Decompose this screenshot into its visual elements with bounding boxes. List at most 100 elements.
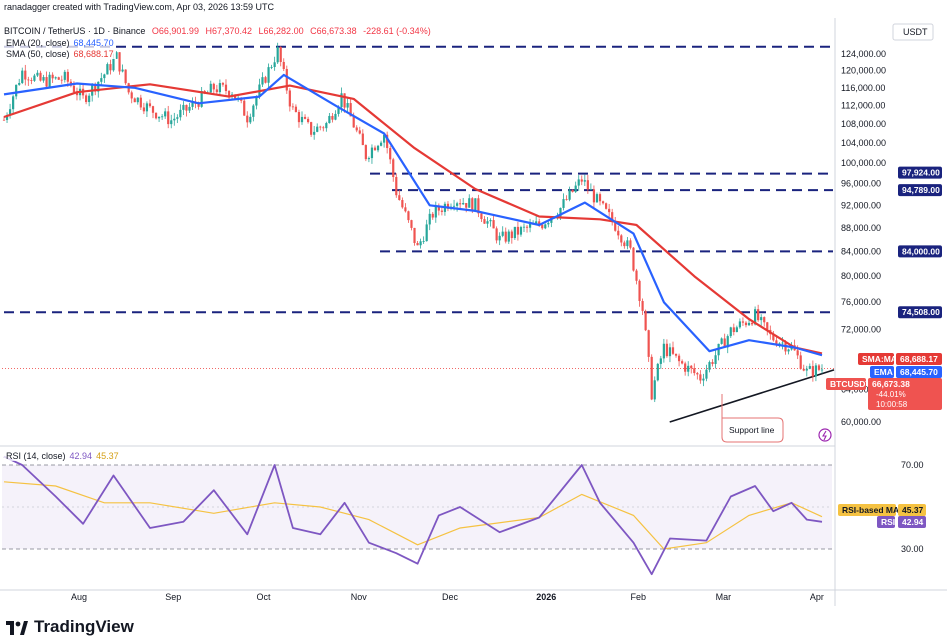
candle-body-2026-03-01	[720, 338, 723, 344]
ema-legend[interactable]: EMA (20, close) 68,445.70	[4, 38, 116, 48]
candle-body-2026-01-27	[620, 235, 623, 243]
symbol-label[interactable]: BITCOIN / TetherUS · 1D · Binance	[4, 26, 146, 36]
candle-body-2025-11-03	[361, 133, 364, 146]
badge-97924-bg	[898, 166, 942, 179]
candle-body-2025-12-05	[459, 203, 462, 205]
rsi-legend[interactable]: RSI (14, close) 42.94 45.37	[4, 451, 121, 461]
candle-body-2025-12-23	[513, 226, 516, 239]
rsi-tick-70: 70.00	[901, 460, 924, 470]
candle-body-2026-01-07	[559, 207, 562, 217]
badge-97924-text: 97,924.00	[902, 168, 940, 178]
tag-sma-text: SMA:MA	[862, 354, 897, 364]
time-tick-Mar: Mar	[716, 592, 732, 602]
candle-body-2026-03-03	[726, 336, 729, 348]
price-tick-124000: 124,000.00	[841, 49, 886, 59]
badge-sma-text: 68,688.17	[900, 354, 938, 364]
moving-averages-layer	[3, 73, 823, 357]
candle-body-2026-03-26	[796, 350, 799, 356]
candle-body-2026-03-05	[732, 327, 735, 333]
candle-body-2026-01-12	[574, 185, 577, 192]
candle-body-2026-01-29	[626, 240, 629, 247]
candle-body-2026-03-07	[738, 321, 741, 328]
time-tick-Aug: Aug	[71, 592, 87, 602]
candle-body-2025-09-10	[197, 103, 200, 107]
candle-body-2026-01-09	[565, 199, 568, 200]
close-value: C66,673.38	[310, 26, 357, 36]
candle-body-2025-07-28	[63, 71, 66, 80]
candle-body-2025-12-17	[495, 228, 498, 241]
candle-body-2025-09-15	[212, 83, 215, 90]
candle-body-2026-03-23	[787, 349, 790, 352]
candle-body-2026-03-16	[766, 322, 769, 330]
candle-body-2025-12-25	[519, 227, 523, 235]
currency-box	[892, 23, 934, 41]
candle-body-2025-11-08	[376, 145, 380, 151]
candle-body-2026-02-25	[708, 362, 711, 370]
candle-body-2025-08-07	[94, 84, 97, 92]
candle-body-2025-10-21	[322, 127, 325, 129]
candle-body-2025-11-21	[416, 243, 419, 246]
candle-body-2025-08-24	[145, 103, 149, 112]
candle-body-2026-03-15	[763, 317, 766, 323]
tag-price-text: BTCUSDT	[830, 379, 871, 389]
candle-body-2025-07-27	[60, 79, 63, 81]
candle-body-2026-02-26	[711, 362, 714, 364]
candle-body-2026-02-05	[647, 330, 650, 357]
candle-body-2025-10-27	[340, 93, 343, 108]
rsi-ma-line	[3, 481, 823, 550]
candle-body-2026-01-14	[580, 179, 583, 182]
candle-body-2025-10-28	[343, 93, 346, 108]
sma-legend[interactable]: SMA (50, close) 68,688.17	[4, 49, 116, 59]
candle-body-2026-03-12	[754, 309, 757, 325]
candle-body-2025-10-17	[310, 122, 313, 135]
candle-body-2026-02-02	[638, 280, 641, 301]
candle-body-2025-08-22	[139, 97, 142, 108]
candle-body-2025-11-09	[379, 142, 383, 146]
candle-body-2025-09-25	[243, 100, 246, 116]
candle-body-2026-02-01	[635, 270, 638, 281]
candle-body-2025-12-15	[489, 220, 492, 222]
candle-body-2025-10-26	[337, 107, 340, 114]
candle-body-2026-02-22	[699, 374, 702, 381]
candle-body-2025-09-02	[173, 118, 176, 121]
candle-body-2025-08-16	[121, 69, 124, 72]
candle-body-2025-11-06	[370, 147, 374, 159]
candle-body-2025-12-09	[471, 198, 474, 212]
events-icon	[818, 428, 832, 442]
candle-body-2025-08-23	[142, 107, 145, 112]
candle-body-2025-11-23	[422, 241, 425, 242]
tradingview-logo[interactable]: TradingView	[6, 617, 134, 637]
candle-body-2026-03-09	[744, 322, 748, 326]
candle-body-2025-07-08	[2, 119, 6, 121]
candle-body-2026-01-18	[592, 189, 596, 203]
candle-body-2025-12-22	[510, 231, 513, 239]
candle-body-2026-01-26	[617, 230, 620, 236]
candle-body-2025-09-01	[170, 120, 173, 125]
candle-body-2026-03-11	[750, 322, 754, 325]
candle-body-2025-11-14	[395, 177, 398, 196]
candle-body-2026-01-21	[601, 201, 605, 204]
candle-body-2025-11-25	[428, 213, 431, 225]
credit-text: ranadagger created with TradingView.com,…	[4, 2, 274, 12]
candle-body-2025-09-26	[246, 115, 249, 123]
candle-body-2026-03-29	[805, 368, 808, 371]
candle-body-2025-10-14	[300, 116, 304, 123]
candle-body-2025-10-09	[285, 68, 288, 91]
candle-body-2025-10-16	[306, 118, 310, 123]
badge-84000-bg	[898, 245, 942, 258]
candle-body-2026-01-01	[541, 224, 544, 229]
time-tick-Nov: Nov	[351, 592, 368, 602]
candle-body-2025-10-04	[270, 67, 273, 68]
candle-body-2026-01-22	[604, 203, 608, 209]
candle-body-2025-11-27	[434, 205, 437, 218]
tag-sma-bg	[858, 353, 894, 365]
candle-body-2026-03-04	[729, 327, 732, 337]
candle-body-2025-10-07	[279, 47, 282, 62]
badge-rsi-ma-bg	[898, 504, 926, 516]
candle-body-2025-10-15	[303, 116, 307, 119]
badge-countdown: 10:00:58	[876, 400, 908, 409]
candle-body-2025-10-25	[334, 113, 337, 120]
